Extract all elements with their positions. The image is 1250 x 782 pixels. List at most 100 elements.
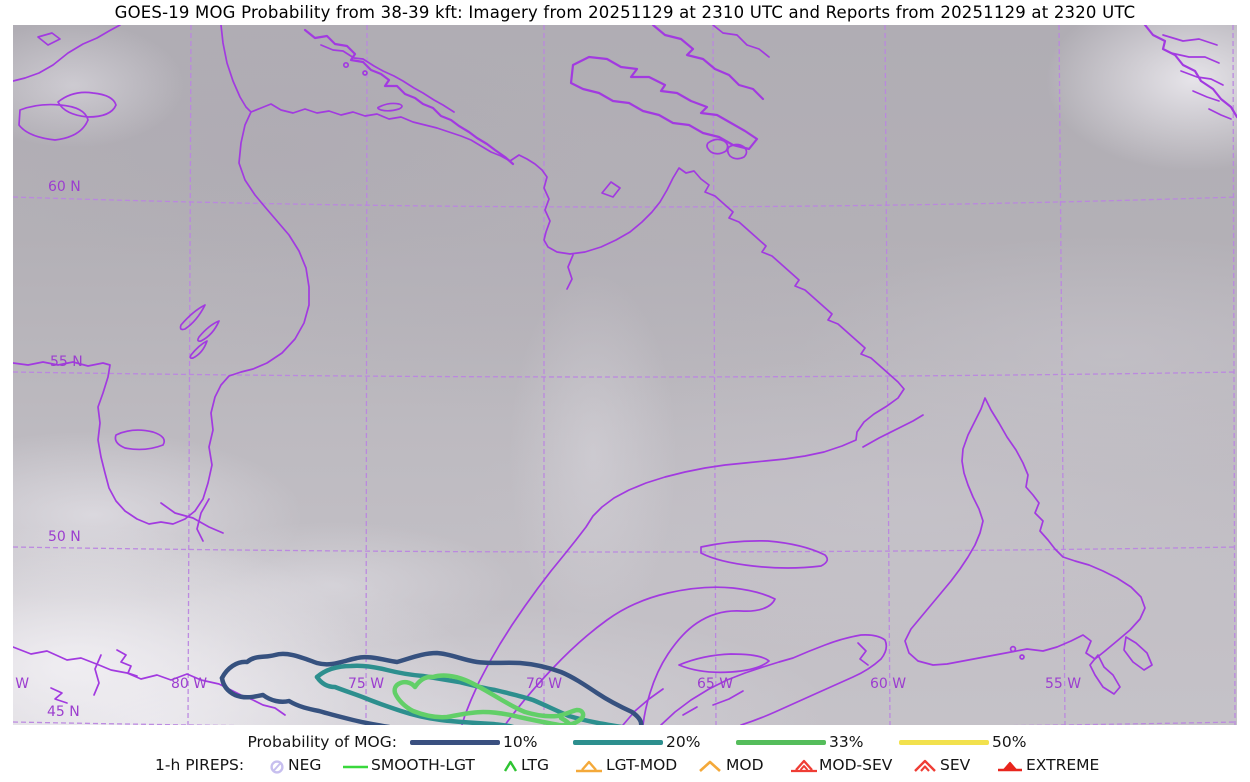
lon-label-65w: 65 W <box>697 676 733 692</box>
coastline-gaspe <box>504 586 776 725</box>
coastline-greenland <box>1143 25 1237 119</box>
contour-10pct-upper <box>219 650 644 725</box>
light-caret-icon <box>502 758 519 779</box>
river-james-2 <box>196 498 210 542</box>
island-nw-small <box>37 32 61 46</box>
lat-label-45n: 45 N <box>47 704 80 720</box>
river-george <box>566 254 574 290</box>
lat-label-50n: 50 N <box>48 529 81 545</box>
coastlines <box>13 25 1237 725</box>
lon-label-60w: 60 W <box>870 676 906 692</box>
moderate-caret-icon <box>697 758 723 779</box>
mog-probability-contours <box>219 650 644 725</box>
lon-label-70w: 70 W <box>526 676 562 692</box>
probability-legend-label: Probability of MOG: <box>247 733 397 751</box>
peninsula-avalon-2 <box>1123 636 1153 671</box>
map-overlay: 60 N 55 N 50 N 45 N 85 W 80 W 75 W 70 W … <box>13 25 1237 725</box>
coastline-newfoundland <box>904 397 1146 666</box>
lake-quebec <box>114 429 166 451</box>
island-oval-b <box>18 103 89 141</box>
lon-label-80w: 80 W <box>171 676 207 692</box>
pirep-label-sev: SEV <box>940 756 971 774</box>
gridline-55w <box>1058 25 1066 725</box>
extreme-triangle-icon <box>996 758 1024 779</box>
contour-20pct-lower <box>314 674 515 725</box>
coastline-belle-isle <box>862 414 924 448</box>
lon-label-85w: 85 W <box>13 676 29 692</box>
coastline-ns-inner-2 <box>682 706 698 716</box>
coastline-baffin-ne <box>651 25 765 101</box>
island-belcher-3 <box>189 340 208 360</box>
pireps-legend-label: 1-h PIREPS: <box>155 756 245 774</box>
greenland-fjord-1 <box>1162 34 1218 46</box>
contour-33pct <box>392 673 586 725</box>
lake-brasdor <box>857 642 869 666</box>
greenland-fjord-4 <box>1192 90 1220 102</box>
gridline-50w <box>1232 25 1236 725</box>
probability-label-33: 33% <box>829 733 864 751</box>
neg-null-icon <box>268 758 286 779</box>
pirep-label-mod-sev: MOD-SEV <box>819 756 893 774</box>
probability-label-10: 10% <box>503 733 538 751</box>
gridline-75w <box>365 25 368 725</box>
graticule <box>13 25 1237 725</box>
severe-caret-icon <box>912 758 938 779</box>
satellite-map: 60 N 55 N 50 N 45 N 85 W 80 W 75 W 70 W … <box>13 25 1237 725</box>
squiggle-c <box>50 687 68 704</box>
coastline-hudson-james <box>13 111 310 525</box>
island-lens <box>377 102 403 112</box>
graticule-labels: 60 N 55 N 50 N 45 N 85 W 80 W 75 W 70 W … <box>13 179 1081 720</box>
contour-20pct-upper <box>314 663 624 725</box>
squiggle-a <box>116 649 138 677</box>
gridline-60n <box>13 196 1237 208</box>
coastline-nw <box>13 25 121 82</box>
greenland-fjord-3 <box>1180 70 1224 86</box>
moderate-severe-caret-icon <box>790 758 818 779</box>
coastline-ns-inner-1 <box>712 690 744 706</box>
islet-stpierre-2 <box>1019 654 1025 660</box>
page-title: GOES-19 MOG Probability from 38-39 kft: … <box>114 3 1136 22</box>
pirep-label-mod: MOD <box>726 756 764 774</box>
pirep-label-extreme: EXTREME <box>1026 756 1100 774</box>
island-belcher-2 <box>197 320 220 343</box>
gridline-80w <box>187 25 192 725</box>
probability-label-20: 20% <box>666 733 701 751</box>
contour-33pct-tail <box>558 715 574 725</box>
probability-swatch-10 <box>410 740 500 745</box>
probability-swatch-20 <box>573 740 663 745</box>
islet-stpierre-1 <box>1009 645 1017 653</box>
coastline-nb <box>622 688 664 725</box>
gridline-60w <box>884 25 891 725</box>
probability-swatch-50 <box>899 740 989 745</box>
probability-label-50: 50% <box>992 733 1027 751</box>
greenland-fjord-2 <box>1170 52 1220 64</box>
islet-b <box>362 70 368 76</box>
pirep-label-neg: NEG <box>288 756 322 774</box>
coastline-quebec-labrador <box>220 25 905 725</box>
island-pei <box>678 653 770 674</box>
pirep-label-lgt-mod: LGT-MOD <box>606 756 678 774</box>
coastline-baffin-nw-inner <box>320 44 455 113</box>
lat-label-55n: 55 N <box>50 354 83 370</box>
light-moderate-caret-icon <box>575 758 603 779</box>
island-belcher-1 <box>179 304 206 331</box>
gridline-65w <box>712 25 717 725</box>
coastline-nova-scotia <box>660 634 888 725</box>
island-resolution-b <box>726 143 748 160</box>
coastline-baffin-nw <box>303 28 515 166</box>
islet-a <box>342 61 350 69</box>
contour-10pct-lower <box>219 675 391 725</box>
probability-swatch-33 <box>736 740 826 745</box>
coastline-baffin-ne-inner <box>712 25 770 58</box>
river-james-1 <box>160 502 224 534</box>
pirep-label-smooth-lgt: SMOOTH-LGT <box>371 756 475 774</box>
legend: Probability of MOG: 10% 20% 33% 50% 1-h … <box>0 725 1250 782</box>
peninsula-avalon-1 <box>1089 654 1121 695</box>
greenland-fjord-5 <box>1208 108 1232 120</box>
pirep-label-ltg: LTG <box>521 756 549 774</box>
island-akpatok <box>601 181 621 198</box>
island-resolution-a <box>706 138 729 155</box>
lon-label-75w: 75 W <box>348 676 384 692</box>
gridline-55n <box>13 371 1237 378</box>
